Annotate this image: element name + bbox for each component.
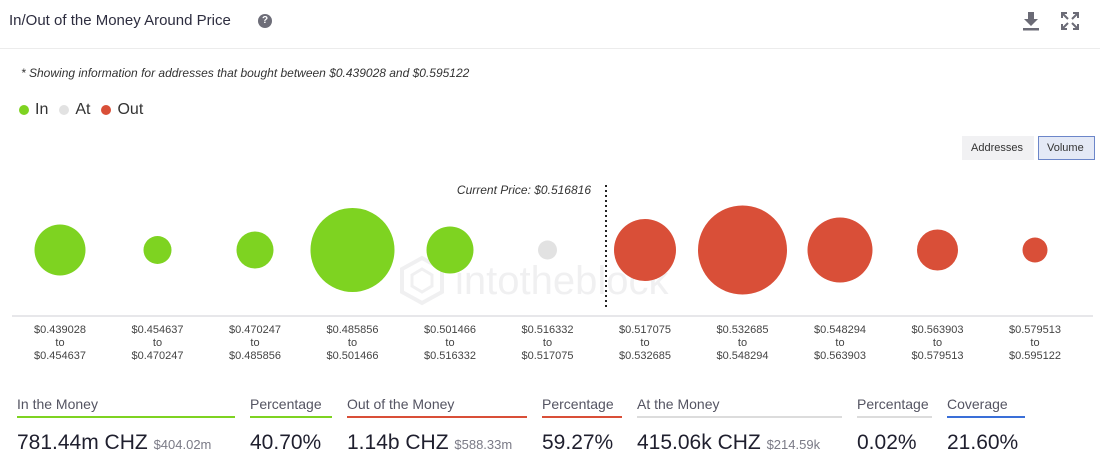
stat-in-usd: $404.02m xyxy=(153,437,212,452)
bubble-in-4[interactable] xyxy=(426,226,474,274)
legend-label-out: Out xyxy=(117,101,144,118)
stat-coverage-value: 21.60% xyxy=(947,431,1019,454)
page-title: In/Out of the Money Around Price xyxy=(9,12,231,29)
legend-item-out[interactable]: Out xyxy=(101,101,143,119)
legend-item-at[interactable]: At xyxy=(59,101,90,119)
tick-label-9-2: $0.579513 xyxy=(912,350,964,362)
stat-out-usd: $588.33m xyxy=(454,437,513,452)
stat-at-usd: $214.59k xyxy=(766,437,821,452)
addresses-toggle-button[interactable]: Addresses xyxy=(962,136,1034,160)
widget-header: In/Out of the Money Around Price ? xyxy=(0,0,1100,49)
stat-in-pct: 40.70% xyxy=(250,431,322,454)
stat-in-label: In the Money xyxy=(17,396,98,412)
tick-label-2-2: $0.485856 xyxy=(229,350,281,362)
stat-out-pct-bar xyxy=(542,416,622,418)
legend-label-at: At xyxy=(75,101,91,118)
tick-label-8-1: to xyxy=(835,337,844,349)
tick-label-6-1: to xyxy=(640,337,649,349)
tick-label-6-2: $0.532685 xyxy=(619,350,671,362)
tick-label-3-1: to xyxy=(348,337,357,349)
stat-at-bar xyxy=(637,416,842,418)
stat-in-value: 781.44m CHZ xyxy=(17,431,148,454)
tick-label-2-1: to xyxy=(250,337,259,349)
tick-label-2-0: $0.470247 xyxy=(229,324,281,336)
stat-coverage-bar xyxy=(947,416,1025,418)
stat-in-the-money: In the Money 781.44m CHZ $404.02m xyxy=(17,396,235,455)
tick-label-1-2: $0.470247 xyxy=(132,350,184,362)
stat-coverage-label: Coverage xyxy=(947,396,1008,412)
stat-out-percentage: Percentage 59.27% xyxy=(542,396,622,455)
legend-item-in[interactable]: In xyxy=(19,101,48,119)
stat-in-bar xyxy=(17,416,235,418)
bubble-chart: intotheblock Current Price: $0.516816 $0… xyxy=(12,183,1093,362)
tick-label-4-1: to xyxy=(445,337,454,349)
stat-out-pct: 59.27% xyxy=(542,431,614,454)
range-note: * Showing information for addresses that… xyxy=(21,66,470,80)
tick-label-3-0: $0.485856 xyxy=(327,324,379,336)
volume-toggle-button[interactable]: Volume xyxy=(1038,136,1095,160)
stat-out-pct-label: Percentage xyxy=(542,396,614,412)
stat-out-bar xyxy=(347,416,527,418)
stat-out-label: Out of the Money xyxy=(347,396,455,412)
tick-label-0-2: $0.454637 xyxy=(34,350,86,362)
stat-at-pct-label: Percentage xyxy=(857,396,929,412)
help-icon[interactable]: ? xyxy=(258,14,272,28)
stat-out-of-the-money: Out of the Money 1.14b CHZ $588.33m xyxy=(347,396,527,455)
bubble-out-8[interactable] xyxy=(807,217,873,283)
stat-coverage: Coverage 21.60% xyxy=(947,396,1025,455)
tick-label-10-0: $0.579513 xyxy=(1009,324,1061,336)
tick-label-8-2: $0.563903 xyxy=(814,350,866,362)
stat-at-label: At the Money xyxy=(637,396,720,412)
bubble-at-5[interactable] xyxy=(538,240,557,260)
tick-label-0-1: to xyxy=(55,337,64,349)
tick-label-4-2: $0.516332 xyxy=(424,350,476,362)
tick-label-4-0: $0.501466 xyxy=(424,324,476,336)
stat-in-pct-label: Percentage xyxy=(250,396,322,412)
stat-in-pct-bar xyxy=(250,416,332,418)
tick-label-10-1: to xyxy=(1030,337,1039,349)
tick-label-1-1: to xyxy=(153,337,162,349)
bubble-in-0[interactable] xyxy=(34,224,86,276)
stat-at-percentage: Percentage 0.02% xyxy=(857,396,932,455)
legend-dot-out xyxy=(101,105,112,115)
stat-at-value: 415.06k CHZ xyxy=(637,431,761,454)
download-icon[interactable] xyxy=(1022,11,1040,31)
legend-dot-in xyxy=(19,105,29,115)
tick-label-7-1: to xyxy=(738,337,747,349)
tick-label-7-0: $0.532685 xyxy=(717,324,769,336)
tick-label-5-2: $0.517075 xyxy=(522,350,574,362)
bubble-out-10[interactable] xyxy=(1022,237,1048,263)
bubble-out-6[interactable] xyxy=(614,219,676,281)
stat-at-pct-bar xyxy=(857,416,932,418)
bubble-out-7[interactable] xyxy=(698,205,787,295)
tick-label-1-0: $0.454637 xyxy=(132,324,184,336)
bubble-in-1[interactable] xyxy=(143,236,172,264)
stat-at-value-line: 415.06k CHZ $214.59k xyxy=(637,431,842,455)
current-price-label: Current Price: $0.516816 xyxy=(457,183,591,197)
tick-label-6-0: $0.517075 xyxy=(619,324,671,336)
tick-label-5-0: $0.516332 xyxy=(522,324,574,336)
bubble-in-3[interactable] xyxy=(310,208,395,292)
stat-out-value-line: 1.14b CHZ $588.33m xyxy=(347,431,527,455)
bubble-out-9[interactable] xyxy=(917,229,958,271)
legend: In At Out xyxy=(19,101,154,119)
tick-label-8-0: $0.548294 xyxy=(814,324,866,336)
tick-label-0-0: $0.439028 xyxy=(34,324,86,336)
stat-at-the-money: At the Money 415.06k CHZ $214.59k xyxy=(637,396,842,455)
tick-label-7-2: $0.548294 xyxy=(717,350,769,362)
fullscreen-icon[interactable] xyxy=(1061,12,1079,30)
tick-label-9-0: $0.563903 xyxy=(912,324,964,336)
tick-label-10-2: $0.595122 xyxy=(1009,350,1061,362)
tick-label-3-2: $0.501466 xyxy=(327,350,379,362)
tick-label-5-1: to xyxy=(543,337,552,349)
bubble-in-2[interactable] xyxy=(236,231,274,269)
stat-in-value-line: 781.44m CHZ $404.02m xyxy=(17,431,235,455)
tick-label-9-1: to xyxy=(933,337,942,349)
stats-row: In the Money 781.44m CHZ $404.02m Percen… xyxy=(0,396,1100,468)
legend-label-in: In xyxy=(35,101,49,118)
legend-dot-at xyxy=(59,105,70,115)
stat-out-value: 1.14b CHZ xyxy=(347,431,449,454)
stat-at-pct: 0.02% xyxy=(857,431,917,454)
stat-in-percentage: Percentage 40.70% xyxy=(250,396,332,455)
